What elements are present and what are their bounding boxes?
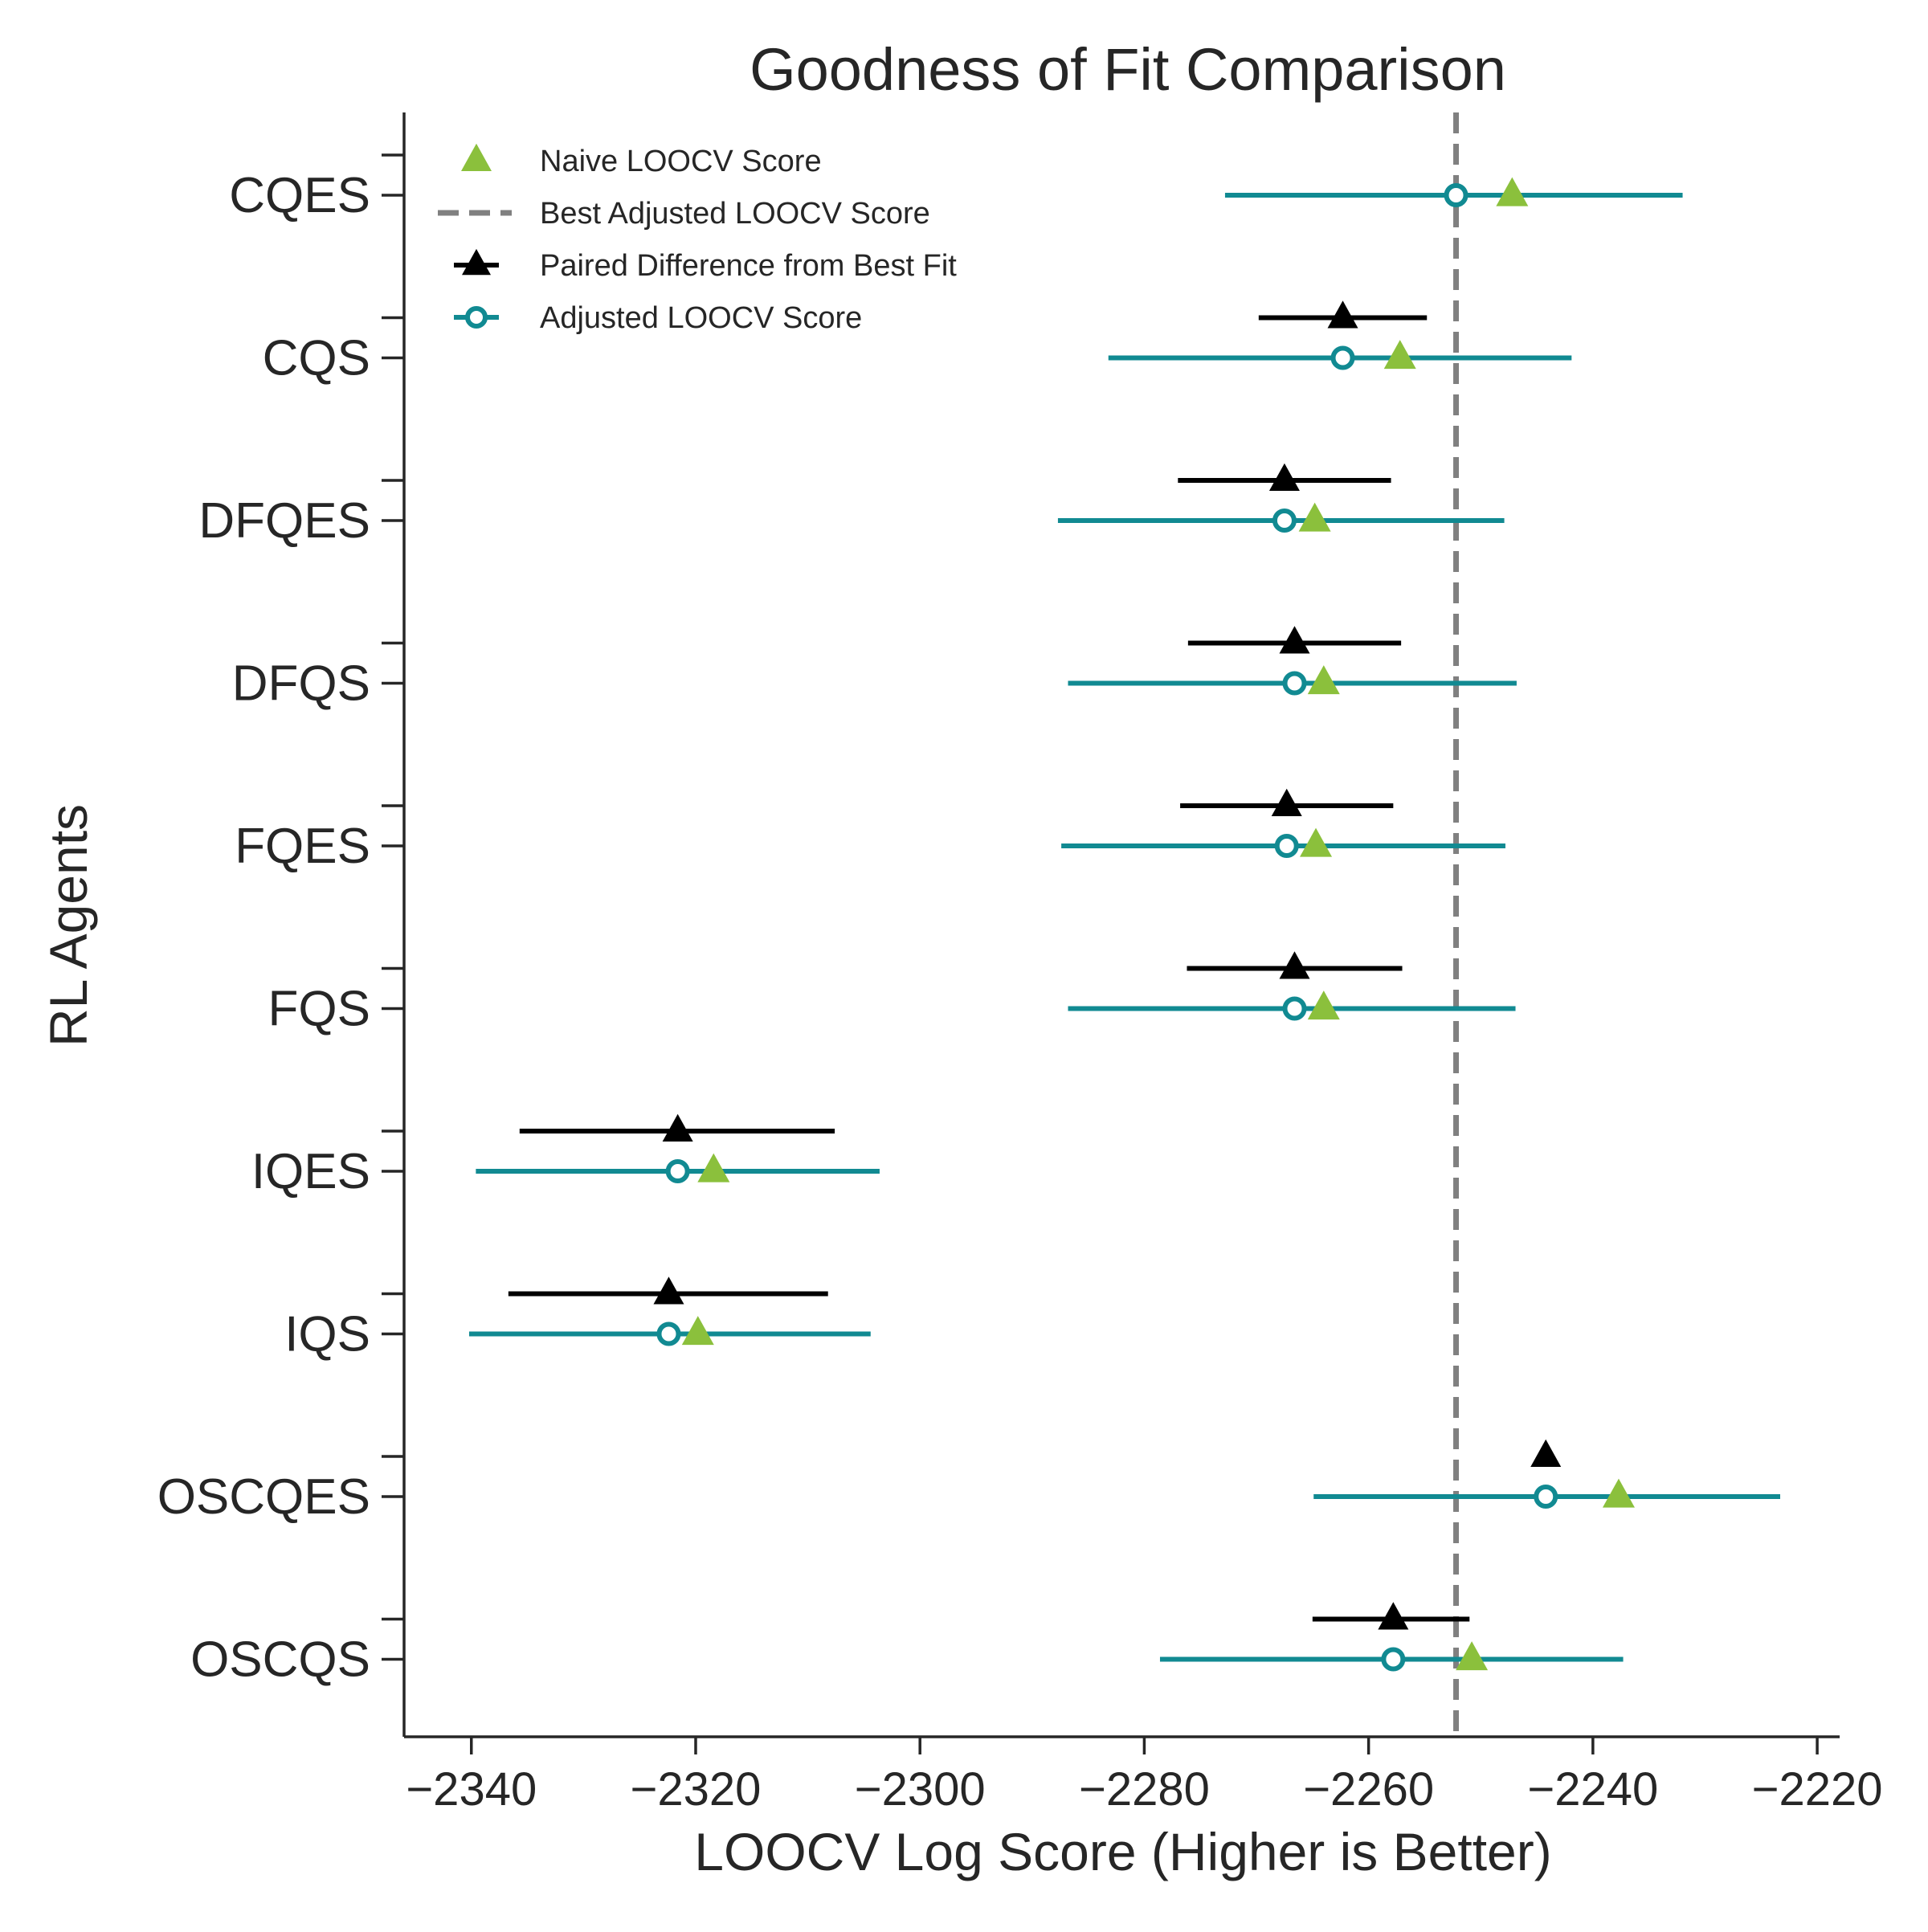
adjusted-score-marker (1381, 1647, 1406, 1672)
legend-label: Paired Difference from Best Fit (540, 249, 957, 283)
paired-difference-marker (662, 1113, 693, 1142)
legend-label: Adjusted LOOCV Score (540, 301, 862, 335)
x-tick-label: −2260 (1303, 1763, 1434, 1816)
y-tick-label: FQES (235, 819, 370, 874)
y-tick-label: DFQS (232, 656, 370, 712)
naive-score-marker (1307, 665, 1340, 695)
paired-difference-marker (1268, 463, 1300, 491)
adjusted-score-marker (1272, 509, 1297, 533)
x-tick-label: −2280 (1079, 1763, 1210, 1816)
paired-difference-marker (1279, 951, 1310, 979)
y-tick-label: DFQES (198, 493, 370, 549)
paired-difference-marker (1530, 1439, 1562, 1467)
paired-difference-marker (653, 1276, 684, 1305)
naive-score-marker (1602, 1478, 1635, 1508)
adjusted-score-marker (1282, 996, 1307, 1021)
y-tick-label: IQS (284, 1307, 370, 1362)
adjusted-score-marker (665, 1159, 690, 1183)
x-tick-label: −2340 (406, 1763, 537, 1816)
adjusted-score-marker (1274, 834, 1299, 858)
legend-paired-symbol (462, 248, 491, 276)
naive-score-marker (1383, 340, 1416, 370)
naive-score-marker (1456, 1641, 1489, 1671)
y-tick-label: CQES (229, 168, 370, 223)
paired-difference-marker (1327, 300, 1358, 329)
chart-title: Goodness of Fit Comparison (750, 36, 1506, 103)
y-axis-label: RL Agents (39, 804, 98, 1047)
adjusted-score-marker (1282, 671, 1307, 696)
adjusted-score-marker (1444, 183, 1468, 207)
adjusted-score-marker (1330, 345, 1355, 370)
adjusted-score-marker (1534, 1485, 1558, 1509)
y-tick-label: CQS (263, 331, 370, 386)
paired-difference-marker (1271, 788, 1302, 816)
naive-score-marker (1298, 502, 1331, 532)
adjusted-score-marker (656, 1321, 681, 1346)
legend-label: Best Adjusted LOOCV Score (540, 197, 930, 231)
naive-score-marker (697, 1153, 730, 1182)
x-tick-label: −2220 (1752, 1763, 1883, 1816)
x-axis-label: LOOCV Log Score (Higher is Better) (694, 1822, 1551, 1881)
x-tick-label: −2320 (631, 1763, 762, 1816)
y-tick-label: OSCQS (190, 1632, 370, 1688)
legend-label: Naive LOOCV Score (540, 145, 822, 178)
y-tick-label: OSCQES (157, 1469, 370, 1525)
legend-adjusted-symbol (465, 306, 488, 329)
plot-area: −2340 −2320 −2300 −2280 −2260 −2240 −2220 CQES C… (157, 112, 1883, 1816)
naive-score-marker (1300, 827, 1333, 857)
naive-score-marker (1307, 991, 1340, 1020)
naive-score-marker (1496, 177, 1529, 206)
paired-difference-marker (1378, 1602, 1409, 1630)
naive-score-marker (681, 1316, 714, 1346)
legend: Naive LOOCV Score Best Adjusted LOOCV Sco… (438, 143, 957, 335)
y-tick-label: IQES (251, 1144, 370, 1199)
x-tick-label: −2240 (1527, 1763, 1658, 1816)
legend-naive-symbol (461, 143, 492, 171)
paired-difference-marker (1279, 626, 1310, 654)
y-tick-label: FQS (268, 982, 370, 1037)
x-tick-label: −2300 (855, 1763, 986, 1816)
